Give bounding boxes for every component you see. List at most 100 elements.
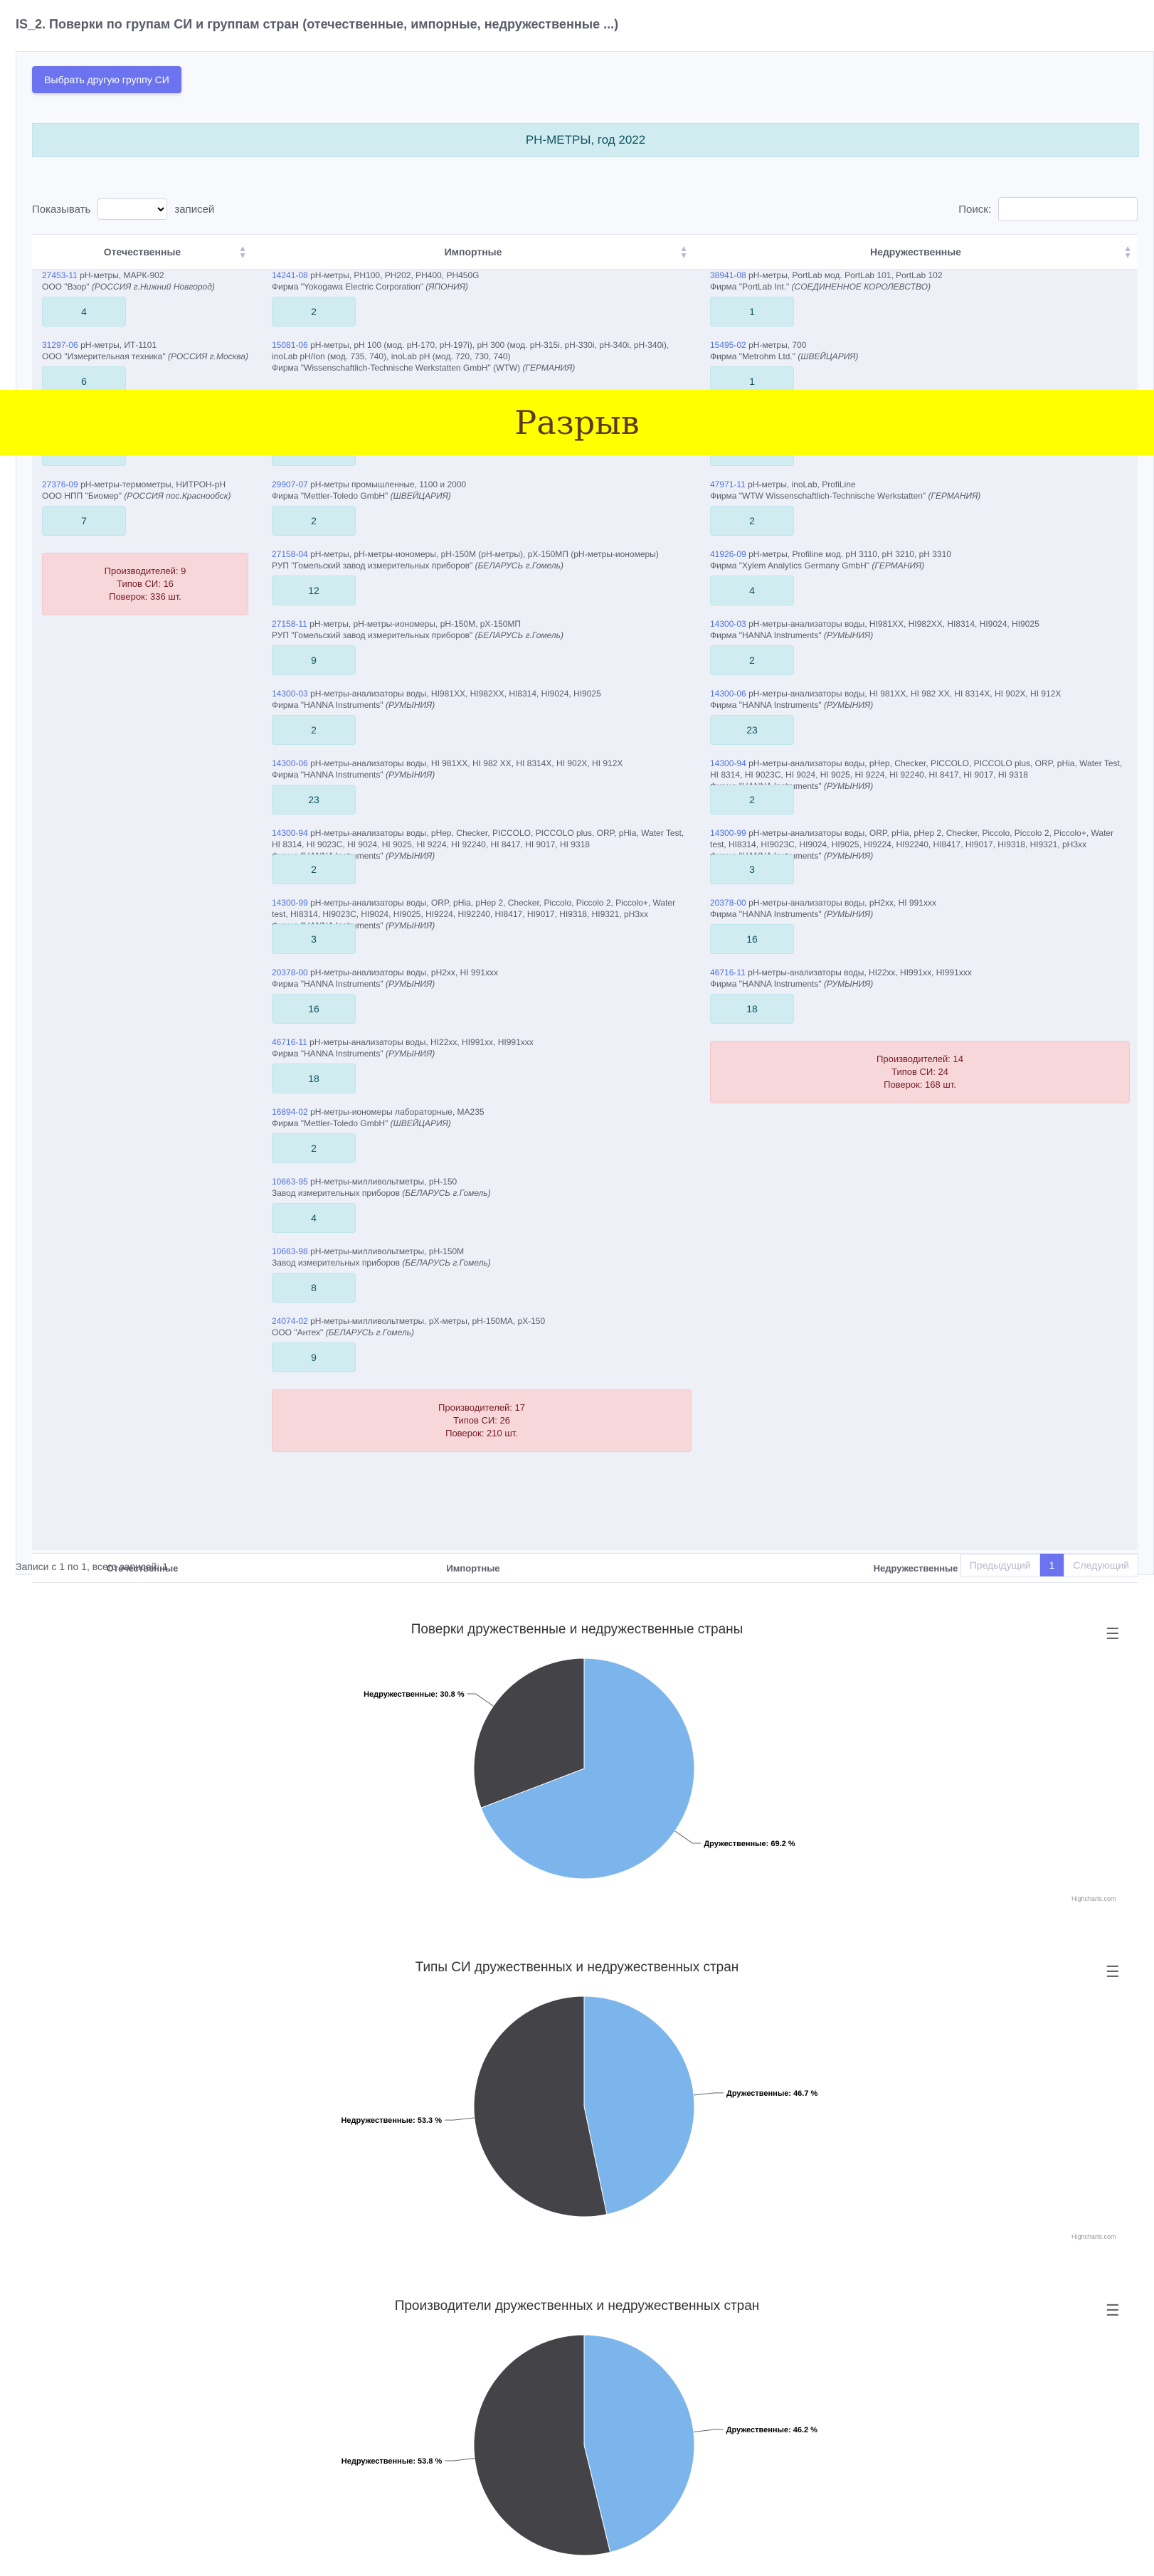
pie-connector — [444, 2117, 475, 2121]
pie-slice[interactable] — [473, 2334, 611, 2556]
registry-code-link[interactable]: 29907-07 — [272, 479, 308, 489]
pie-slice[interactable] — [583, 1995, 695, 2215]
manufacturer-country: (РУМЫНИЯ) — [386, 979, 435, 989]
check-count: 2 — [710, 785, 794, 815]
column-header-domestic[interactable]: Отечественные ▲ ▼ — [32, 235, 253, 269]
registry-code-link[interactable]: 14300-99 — [272, 898, 308, 908]
search-label: Поиск: — [958, 203, 991, 216]
device-name: pH-метры, pH-метры-иономеры, pH-150М, рХ… — [309, 619, 522, 629]
search-input[interactable] — [998, 197, 1138, 221]
chart-producers: Производители дружественных и недружеств… — [0, 2299, 1154, 2568]
manufacturer: Фирма "HANNA Instruments" — [272, 1049, 383, 1059]
check-count: 4 — [710, 576, 794, 605]
registry-code-link[interactable]: 27158-04 — [272, 549, 308, 559]
device-name: pH-метры, pH 100 (мод. pH-170, pH-197i),… — [272, 340, 669, 361]
registry-code-link[interactable]: 47971-11 — [710, 479, 746, 489]
unfriendly-column: 38941-08 pH-метры, PortLab мод. PortLab … — [710, 270, 1130, 1103]
registry-code-link[interactable]: 14300-94 — [272, 828, 308, 838]
check-count: 4 — [272, 1203, 356, 1233]
registry-code-link[interactable]: 14300-06 — [710, 689, 746, 699]
registry-code-link[interactable]: 14300-06 — [272, 758, 308, 768]
manufacturer-country: (РУМЫНИЯ) — [824, 630, 874, 640]
registry-code-link[interactable]: 38941-08 — [710, 270, 746, 280]
pie-slice[interactable] — [480, 1658, 695, 1880]
entry-description: 46716-11 pH-метры-анализаторы воды, HI22… — [272, 1037, 692, 1059]
summary-checks: Поверок: 168 шт. — [884, 1079, 956, 1090]
page-1-button[interactable]: 1 — [1039, 1554, 1064, 1576]
registry-code-link[interactable]: 14300-99 — [710, 828, 746, 838]
registry-code-link[interactable]: 41926-09 — [710, 549, 746, 559]
chart-menu-icon[interactable]: ☰ — [1106, 1625, 1120, 1643]
table-entry: 38941-08 pH-метры, PortLab мод. PortLab … — [710, 270, 1130, 339]
registry-code-link[interactable]: 10663-98 — [272, 1246, 308, 1256]
manufacturer: РУП "Гомельский завод измерительных приб… — [272, 630, 473, 640]
entry-description: 14300-94 pH-метры-анализаторы воды, pHep… — [272, 827, 692, 862]
table-entry: 27158-04 pH-метры, pH-метры-иономеры, pH… — [272, 548, 692, 618]
registry-code-link[interactable]: 24074-02 — [272, 1316, 308, 1326]
summary-types: Типов СИ: 26 — [453, 1415, 510, 1426]
main-card: Выбрать другую группу СИ PH-МЕТРЫ, год 2… — [16, 51, 1154, 1583]
choose-group-button[interactable]: Выбрать другую группу СИ — [32, 66, 181, 93]
check-count: 2 — [272, 715, 356, 745]
column-header-unfriendly[interactable]: Недружественные ▲ ▼ — [694, 235, 1138, 269]
manufacturer: ООО "Антех" — [272, 1327, 324, 1337]
chart-title: Типы СИ дружественных и недружественных … — [415, 1960, 739, 1975]
chart-menu-icon[interactable]: ☰ — [1106, 1963, 1120, 1981]
prev-page-button[interactable]: Предыдущий — [960, 1554, 1040, 1576]
summary-types: Типов СИ: 16 — [117, 578, 174, 589]
table-entry: 14300-94 pH-метры-анализаторы воды, pHep… — [710, 758, 1130, 827]
check-count: 12 — [272, 576, 356, 605]
check-count: 2 — [272, 506, 356, 536]
manufacturer: ООО "Взор" — [42, 282, 90, 292]
registry-code-link[interactable]: 14300-03 — [272, 689, 308, 699]
check-count: 16 — [710, 924, 794, 954]
pie-data-label: Дружественные: 69.2 % — [704, 1840, 795, 1848]
registry-code-link[interactable]: 14300-03 — [710, 619, 746, 629]
registry-code-link[interactable]: 16894-02 — [272, 1107, 308, 1117]
table-entry: 10663-95 pH-метры-милливольтметры, pH-15… — [272, 1176, 692, 1246]
pie-data-label: Дружественные: 46.7 % — [726, 2089, 818, 2098]
pie-slice[interactable] — [583, 2334, 695, 2553]
registry-code-link[interactable]: 20378-00 — [272, 968, 308, 977]
footer-header-imported: Импортные — [446, 1562, 500, 1574]
next-page-button[interactable]: Следующий — [1064, 1554, 1138, 1576]
manufacturer: Фирма "Metrohm Ltd." — [710, 351, 795, 361]
manufacturer-country: (ШВЕЙЦАРИЯ) — [390, 1118, 451, 1128]
pie-data-label: Дружественные: 46.2 % — [726, 2426, 818, 2434]
registry-code-link[interactable]: 10663-95 — [272, 1177, 308, 1187]
registry-code-link[interactable]: 14241-08 — [272, 270, 308, 280]
registry-code-link[interactable]: 15495-02 — [710, 340, 746, 350]
entry-description: 38941-08 pH-метры, PortLab мод. PortLab … — [710, 270, 1130, 292]
manufacturer-country: (БЕЛАРУСЬ г.Гомель) — [475, 561, 563, 571]
registry-code-link[interactable]: 31297-06 — [42, 340, 78, 350]
manufacturer-country: (БЕЛАРУСЬ г.Гомель) — [325, 1327, 414, 1337]
page-length-select[interactable] — [97, 198, 168, 220]
entry-description: 24074-02 pH-метры-милливольтметры, pX-ме… — [272, 1315, 692, 1338]
pie-slice[interactable] — [473, 1995, 608, 2217]
manufacturer: Фирма "HANNA Instruments" — [710, 909, 822, 919]
registry-code-link[interactable]: 20378-00 — [710, 898, 746, 908]
summary-checks: Поверок: 336 шт. — [109, 591, 181, 602]
table-entry: 27453-11 pH-метры, МАРК-902 ООО "Взор" (Р… — [42, 270, 248, 339]
registry-code-link[interactable]: 46716-11 — [710, 968, 746, 977]
table-footer: Отечественные Импортные Недружественные — [32, 1553, 1138, 1583]
registry-code-link[interactable]: 27453-11 — [42, 270, 78, 280]
manufacturer-country: (РУМЫНИЯ) — [824, 700, 874, 710]
pagination: Предыдущий 1 Следующий — [960, 1554, 1138, 1576]
chart-menu-icon[interactable]: ☰ — [1106, 2301, 1120, 2319]
pie-slice[interactable] — [473, 1658, 585, 1808]
entry-description: 31297-06 pH-метры, ИТ-1101 ООО "Измерител… — [42, 339, 462, 362]
check-count: 16 — [272, 994, 356, 1024]
device-name: pH-метры-анализаторы воды, HI 981XX, HI … — [748, 689, 1062, 699]
table-entry: 15081-06 pH-метры, pH 100 (мод. pH-170, … — [272, 339, 692, 409]
registry-code-link[interactable]: 46716-11 — [272, 1037, 307, 1047]
registry-code-link[interactable]: 14300-94 — [710, 758, 746, 768]
manufacturer: Фирма "HANNA Instruments" — [272, 979, 383, 989]
column-header-imported[interactable]: Импортные ▲ ▼ — [253, 235, 694, 269]
table-entry: 14300-06 pH-метры-анализаторы воды, HI 9… — [710, 688, 1130, 758]
registry-code-link[interactable]: 15081-06 — [272, 340, 308, 350]
registry-code-link[interactable]: 27376-09 — [42, 479, 78, 489]
registry-code-link[interactable]: 27158-11 — [272, 619, 307, 629]
manufacturer-country: (РУМЫНИЯ) — [824, 909, 874, 919]
manufacturer-country: (РОССИЯ г.Москва) — [167, 351, 248, 361]
